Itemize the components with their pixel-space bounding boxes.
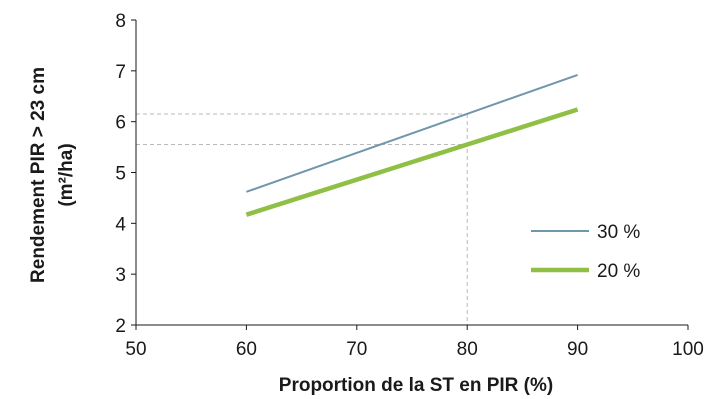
legend: 30 % 20 %: [531, 222, 640, 282]
y-tick-label-2: 4: [115, 214, 126, 235]
series-line-0: [246, 73, 578, 193]
y-axis-title-line2: (m²/ha): [56, 143, 77, 206]
y-tick-label-3: 5: [115, 164, 126, 185]
y-tick-label-5: 7: [115, 62, 126, 83]
axes: [131, 19, 689, 330]
y-axis-title-line1: Rendement PIR > 23 cm: [28, 67, 49, 283]
x-tick-label-5: 100: [672, 339, 704, 360]
y-tick-label-0: 2: [115, 316, 126, 337]
x-tick-label-3: 80: [457, 339, 478, 360]
x-tick-label-4: 90: [567, 339, 588, 360]
x-tick-label-0: 50: [125, 339, 146, 360]
x-axis-title: Proportion de la ST en PIR (%): [279, 375, 553, 396]
y-tick-label-1: 3: [115, 265, 126, 286]
x-tick-label-1: 60: [236, 339, 257, 360]
series-line-1: [245, 107, 579, 217]
series-lines: [245, 73, 579, 217]
tick-labels: 2 3 4 5 6 7 8 50 60 70 80 90 100: [115, 11, 703, 360]
legend-label-1: 20 %: [597, 261, 640, 282]
reference-lines: [136, 113, 468, 325]
x-tick-label-2: 70: [346, 339, 367, 360]
y-tick-label-4: 6: [115, 113, 126, 134]
y-tick-label-6: 8: [115, 11, 126, 32]
legend-label-0: 30 %: [597, 222, 640, 243]
